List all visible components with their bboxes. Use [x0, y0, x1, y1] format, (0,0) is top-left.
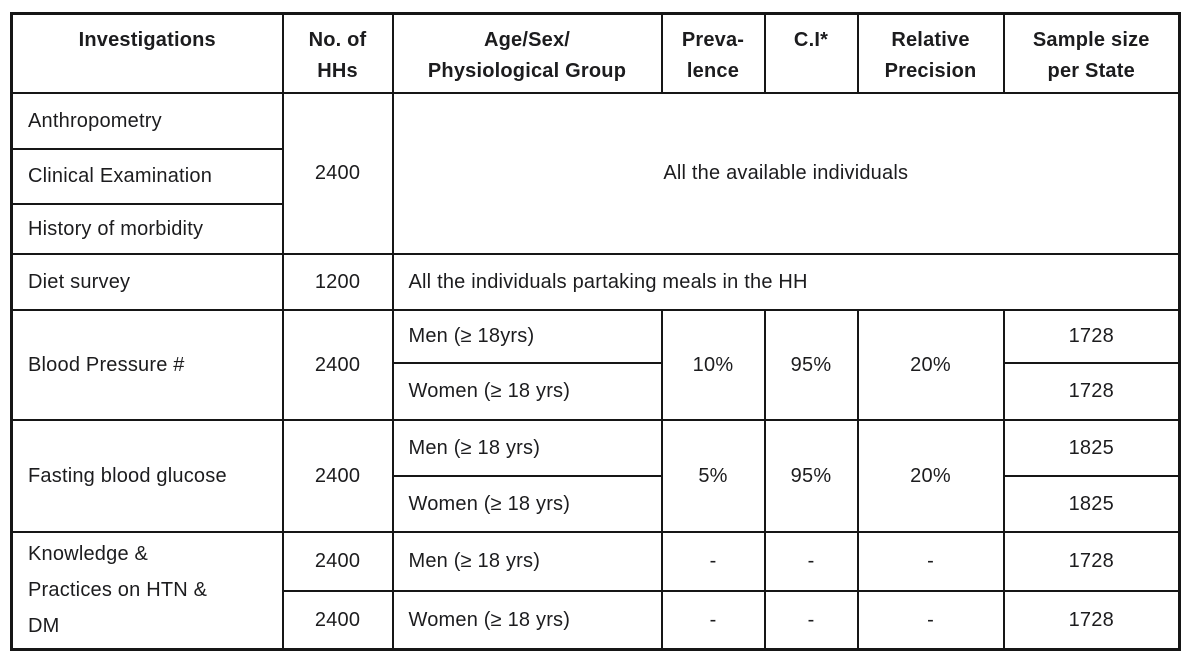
col-header-ci: C.I* [763, 12, 859, 94]
cell-prevalence-blood-pressure: 10% [660, 308, 766, 421]
col-header-investigations: Investigations [10, 12, 284, 94]
cell-investigation-diet-survey: Diet survey [10, 252, 284, 311]
cell-investigation-blood-pressure: Blood Pressure # [10, 308, 284, 421]
cell-hhs-blood-pressure: 2400 [281, 308, 394, 421]
cell-precision-fasting-glucose: 20% [856, 418, 1005, 533]
col-header-relative-precision: Relative Precision [856, 12, 1005, 94]
cell-group-knowledge-women: Women (≥ 18 yrs) [391, 589, 663, 651]
cell-hhs-fasting-glucose: 2400 [281, 418, 394, 533]
row-diet-survey: Diet survey 1200 All the individuals par… [10, 252, 1181, 311]
sampling-design-table: Investigations No. of HHs Age/Sex/ Physi… [10, 12, 1181, 651]
cell-sample-fasting-glucose-men: 1825 [1002, 418, 1181, 477]
cell-prevalence-fasting-glucose: 5% [660, 418, 766, 533]
row-anthropometry: Anthropometry 2400 All the available ind… [10, 91, 1181, 255]
cell-hhs-knowledge-men: 2400 [281, 530, 394, 592]
cell-prevalence-knowledge-men: - [660, 530, 766, 592]
col-header-sample-size: Sample size per State [1002, 12, 1181, 94]
cell-prevalence-knowledge-women: - [660, 589, 766, 651]
cell-group-knowledge-men: Men (≥ 18 yrs) [391, 530, 663, 592]
cell-hhs-knowledge-women: 2400 [281, 589, 394, 651]
cell-group-blood-pressure-women: Women (≥ 18 yrs) [391, 361, 663, 421]
cell-ci-fasting-glucose: 95% [763, 418, 859, 533]
cell-group-blood-pressure-men: Men (≥ 18yrs) [391, 308, 663, 364]
cell-sample-fasting-glucose-women: 1825 [1002, 474, 1181, 533]
cell-group-fasting-glucose-women: Women (≥ 18 yrs) [391, 474, 663, 533]
col-header-age-sex-group: Age/Sex/ Physiological Group [391, 12, 663, 94]
cell-sample-blood-pressure-women: 1728 [1002, 361, 1181, 421]
cell-investigation-knowledge-practices: Knowledge & Practices on HTN & DM [10, 530, 284, 651]
row-fasting-glucose-women: Women (≥ 18 yrs) 1825 [12, 474, 1181, 533]
row-knowledge-practices-women: 2400 Women (≥ 18 yrs) - - - 1728 [12, 589, 1181, 651]
cell-investigation-clinical-examination: Clinical Examination [10, 147, 284, 205]
cell-ci-knowledge-men: - [763, 530, 859, 592]
cell-sample-blood-pressure-men: 1728 [1002, 308, 1181, 364]
cell-precision-blood-pressure: 20% [856, 308, 1005, 421]
cell-hhs-group: 2400 [281, 91, 394, 255]
row-blood-pressure-men: Blood Pressure # 2400 Men (≥ 18yrs) 10% … [10, 308, 1181, 421]
cell-sample-knowledge-women: 1728 [1002, 589, 1181, 651]
cell-investigation-anthropometry: Anthropometry [10, 91, 284, 150]
cell-investigation-fasting-glucose: Fasting blood glucose [10, 418, 284, 533]
cell-hhs-diet-survey: 1200 [281, 252, 394, 311]
row-clinical-examination: Clinical Examination [10, 147, 1180, 205]
row-fasting-glucose-men: Fasting blood glucose 2400 Men (≥ 18 yrs… [10, 418, 1181, 533]
cell-investigation-history-morbidity: History of morbidity [10, 202, 284, 255]
col-header-prevalence: Preva- lence [660, 12, 766, 94]
cell-precision-knowledge-men: - [856, 530, 1005, 592]
cell-sample-knowledge-men: 1728 [1002, 530, 1181, 592]
header-row: Investigations No. of HHs Age/Sex/ Physi… [10, 12, 1181, 94]
cell-group-fasting-glucose-men: Men (≥ 18 yrs) [391, 418, 663, 477]
cell-note-diet-survey: All the individuals partaking meals in t… [391, 252, 1181, 311]
cell-note-all-available: All the available individuals [391, 91, 1181, 255]
cell-precision-knowledge-women: - [856, 589, 1005, 651]
row-blood-pressure-women: Women (≥ 18 yrs) 1728 [12, 361, 1181, 421]
col-header-no-of-hhs: No. of HHs [281, 12, 394, 94]
cell-ci-blood-pressure: 95% [763, 308, 859, 421]
row-history-morbidity: History of morbidity [10, 202, 1180, 255]
row-knowledge-practices-men: Knowledge & Practices on HTN & DM 2400 M… [10, 530, 1181, 651]
cell-ci-knowledge-women: - [763, 589, 859, 651]
